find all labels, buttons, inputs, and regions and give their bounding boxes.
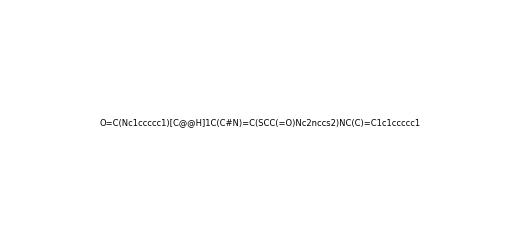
- Text: O=C(Nc1ccccc1)[C@@H]1C(C#N)=C(SCC(=O)Nc2nccs2)NC(C)=C1c1ccccc1: O=C(Nc1ccccc1)[C@@H]1C(C#N)=C(SCC(=O)Nc2…: [99, 118, 420, 127]
